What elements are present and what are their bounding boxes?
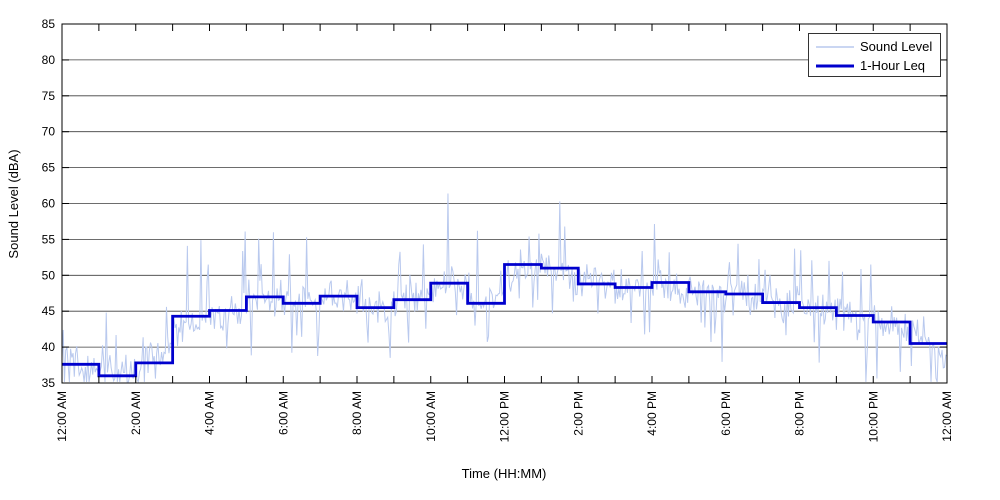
y-tick-label: 50: [42, 268, 56, 282]
x-tick-label: 4:00 PM: [645, 391, 659, 436]
x-tick-label: 12:00 PM: [498, 391, 512, 442]
one-hour-leq-line: [62, 263, 947, 378]
y-tick-label: 70: [42, 125, 56, 139]
x-tick-label: 10:00 AM: [424, 391, 438, 442]
y-tick-label: 65: [42, 161, 56, 175]
x-tick-labels: 12:00 AM 2:00 AM 4:00 AM 6:00 AM 8:00 AM 10:0…: [55, 391, 954, 442]
axis-ticks: [61, 23, 948, 384]
one-hour-leq-path: [62, 263, 947, 378]
x-tick-label: 6:00 PM: [719, 391, 733, 436]
x-tick-label: 10:00 PM: [866, 391, 880, 442]
y-tick-label: 45: [42, 304, 56, 318]
y-tick-label: 60: [42, 197, 56, 211]
y-tick-label: 35: [42, 376, 56, 390]
y-tick-label: 75: [42, 89, 56, 103]
x-tick-label: 8:00 PM: [793, 391, 807, 436]
y-tick-label: 40: [42, 340, 56, 354]
y-tick-label: 55: [42, 232, 56, 246]
x-tick-label: 4:00 AM: [203, 391, 217, 435]
x-tick-label: 12:00 AM: [940, 391, 954, 442]
legend-box: [808, 33, 941, 77]
x-tick-label: 8:00 AM: [350, 391, 364, 435]
x-axis-title: Time (HH:MM): [462, 466, 547, 481]
x-tick-label: 2:00 AM: [129, 391, 143, 435]
x-tick-label: 6:00 AM: [276, 391, 290, 435]
legend: Sound Level 1-Hour Leq: [808, 33, 941, 77]
x-tick-label: 2:00 PM: [571, 391, 585, 436]
y-tick-label: 85: [42, 17, 56, 31]
legend-label-1-hour-leq: 1-Hour Leq: [860, 58, 925, 73]
x-tick-label: 12:00 AM: [55, 391, 69, 442]
y-tick-label: 80: [42, 53, 56, 67]
legend-label-sound-level: Sound Level: [860, 39, 932, 54]
y-tick-labels: 35 40 45 50 55 60 65 70 75 80 85: [42, 17, 56, 390]
y-axis-title: Sound Level (dBA): [6, 149, 21, 258]
